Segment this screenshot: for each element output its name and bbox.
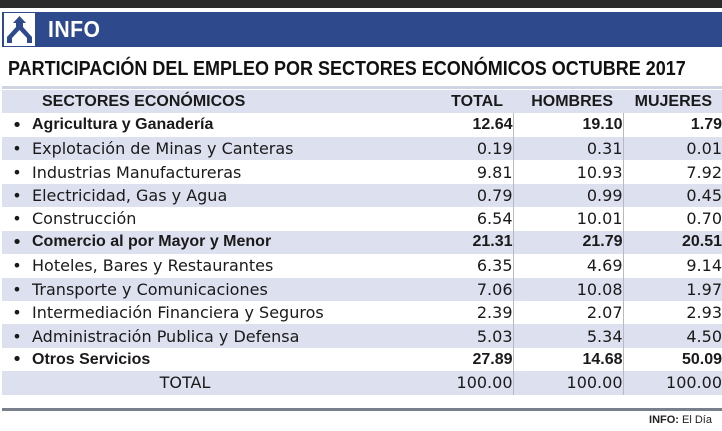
women-sum-value: 100.00 xyxy=(623,371,722,395)
table-row: • Administración Publica y Defensa 5.03 5.3… xyxy=(2,324,722,348)
bullet-icon: • xyxy=(12,256,22,276)
total-value: 7.06 xyxy=(338,277,514,301)
women-value: 0.01 xyxy=(623,136,722,161)
source-value: El Día xyxy=(682,414,712,426)
women-value: 0.70 xyxy=(686,209,722,229)
bullet-icon: • xyxy=(12,303,22,323)
men-value: 0.31 xyxy=(513,136,624,161)
bottom-divider xyxy=(2,408,722,411)
sector-name: Industrias Manufactureras xyxy=(32,162,242,182)
table-row: • Hoteles, Bares y Restaurantes 6.35 4.69 9.… xyxy=(2,254,722,278)
men-value: 10.08 xyxy=(513,277,624,301)
el-dia-tripod-logo-icon xyxy=(7,16,32,43)
title-divider xyxy=(2,86,722,89)
bullet-icon: • xyxy=(12,209,22,229)
column-header-total: TOTAL xyxy=(338,90,513,114)
women-value: 0.45 xyxy=(623,183,722,208)
total-value: 9.81 xyxy=(338,160,514,184)
bullet-icon: • xyxy=(11,349,23,371)
women-value: 7.92 xyxy=(686,162,722,182)
sector-name: Electricidad, Gas y Agua xyxy=(32,183,338,208)
women-value: 50.09 xyxy=(681,350,722,368)
women-value: 20.51 xyxy=(623,230,722,255)
sector-name: Explotación de Minas y Canteras xyxy=(32,136,338,161)
bullet-icon: • xyxy=(2,277,32,301)
table-row: • Otros Servicios 27.89 14.68 50.09 xyxy=(2,347,722,372)
sector-name: Construcción xyxy=(32,209,137,229)
men-value: 0.99 xyxy=(513,183,624,208)
total-value: 27.89 xyxy=(338,347,514,372)
men-value: 10.93 xyxy=(513,160,624,184)
men-value: 4.69 xyxy=(513,254,624,278)
total-value: 0.19 xyxy=(338,136,514,161)
bullet-icon: • xyxy=(2,136,32,161)
table-row: • Industrias Manufactureras 9.81 10.93 7.92 xyxy=(2,160,722,184)
sector-name: Otros Servicios xyxy=(32,350,151,368)
men-sum-value: 100.00 xyxy=(513,371,624,395)
header-bullet-spacer xyxy=(2,90,32,114)
column-header-sector: SECTORES ECONÓMICOS xyxy=(32,90,338,114)
women-value: 1.79 xyxy=(690,116,722,134)
sector-name: Agricultura y Ganadería xyxy=(32,116,214,134)
total-value: 21.31 xyxy=(338,230,514,255)
total-row: TOTAL 100.00 100.00 100.00 xyxy=(2,371,722,395)
men-value: 14.68 xyxy=(513,347,624,372)
bullet-icon: • xyxy=(12,162,22,182)
total-value: 6.54 xyxy=(338,207,514,231)
men-value: 21.79 xyxy=(513,230,624,255)
info-logo-text: INFO xyxy=(48,16,101,42)
total-value: 6.35 xyxy=(338,254,514,278)
men-value: 2.07 xyxy=(513,300,624,325)
total-bullet-spacer xyxy=(2,371,32,395)
column-header-men: HOMBRES xyxy=(513,90,623,114)
table-row: • Electricidad, Gas y Agua 0.79 0.99 0.45 xyxy=(2,183,722,208)
table-row: • Intermediación Financiera y Seguros 2.39… xyxy=(2,300,722,325)
column-header-women: MUJERES xyxy=(623,90,722,114)
table-row: • Transporte y Comunicaciones 7.06 10.08 1.9… xyxy=(2,277,722,301)
chart-title: PARTICIPACIÓN DEL EMPLEO POR SECTORES EC… xyxy=(8,58,686,80)
top-black-bar xyxy=(0,0,722,8)
employment-table: SECTORES ECONÓMICOS TOTAL HOMBRES MUJERE… xyxy=(2,90,722,395)
sector-name: Intermediación Financiera y Seguros xyxy=(32,303,324,323)
bullet-icon: • xyxy=(2,183,32,208)
men-value: 19.10 xyxy=(513,113,624,137)
bullet-icon: • xyxy=(2,230,32,255)
total-value: 12.64 xyxy=(338,113,514,137)
sector-name: Administración Publica y Defensa xyxy=(32,324,338,348)
info-header-bar: INFO xyxy=(2,12,722,47)
sector-name: Transporte y Comunicaciones xyxy=(32,277,338,301)
table-row: • Agricultura y Ganadería 12.64 19.10 1.79 xyxy=(2,113,722,137)
total-sum-value: 100.00 xyxy=(338,371,514,395)
table-row: • Construcción 6.54 10.01 0.70 xyxy=(2,207,722,231)
total-value: 5.03 xyxy=(338,324,514,348)
logo-box xyxy=(4,13,35,46)
table-row: • Comercio al por Mayor y Menor 21.31 21.79… xyxy=(2,230,722,255)
source-credit: INFO: El Día xyxy=(649,414,712,426)
total-label: TOTAL xyxy=(32,371,338,395)
source-label: INFO: xyxy=(649,414,679,426)
table-header-row: SECTORES ECONÓMICOS TOTAL HOMBRES MUJERE… xyxy=(2,90,722,114)
women-value: 4.50 xyxy=(623,324,722,348)
sector-name: Hoteles, Bares y Restaurantes xyxy=(32,256,274,276)
women-value: 2.93 xyxy=(686,303,722,323)
men-value: 10.01 xyxy=(513,207,624,231)
total-value: 0.79 xyxy=(338,183,514,208)
men-value: 5.34 xyxy=(513,324,624,348)
table-row: • Explotación de Minas y Canteras 0.19 0.31… xyxy=(2,136,722,161)
women-value: 1.97 xyxy=(623,277,722,301)
bullet-icon: • xyxy=(2,324,32,348)
sector-name: Comercio al por Mayor y Menor xyxy=(32,230,338,255)
bullet-icon: • xyxy=(11,114,23,136)
total-value: 2.39 xyxy=(338,300,514,325)
women-value: 9.14 xyxy=(686,256,722,276)
